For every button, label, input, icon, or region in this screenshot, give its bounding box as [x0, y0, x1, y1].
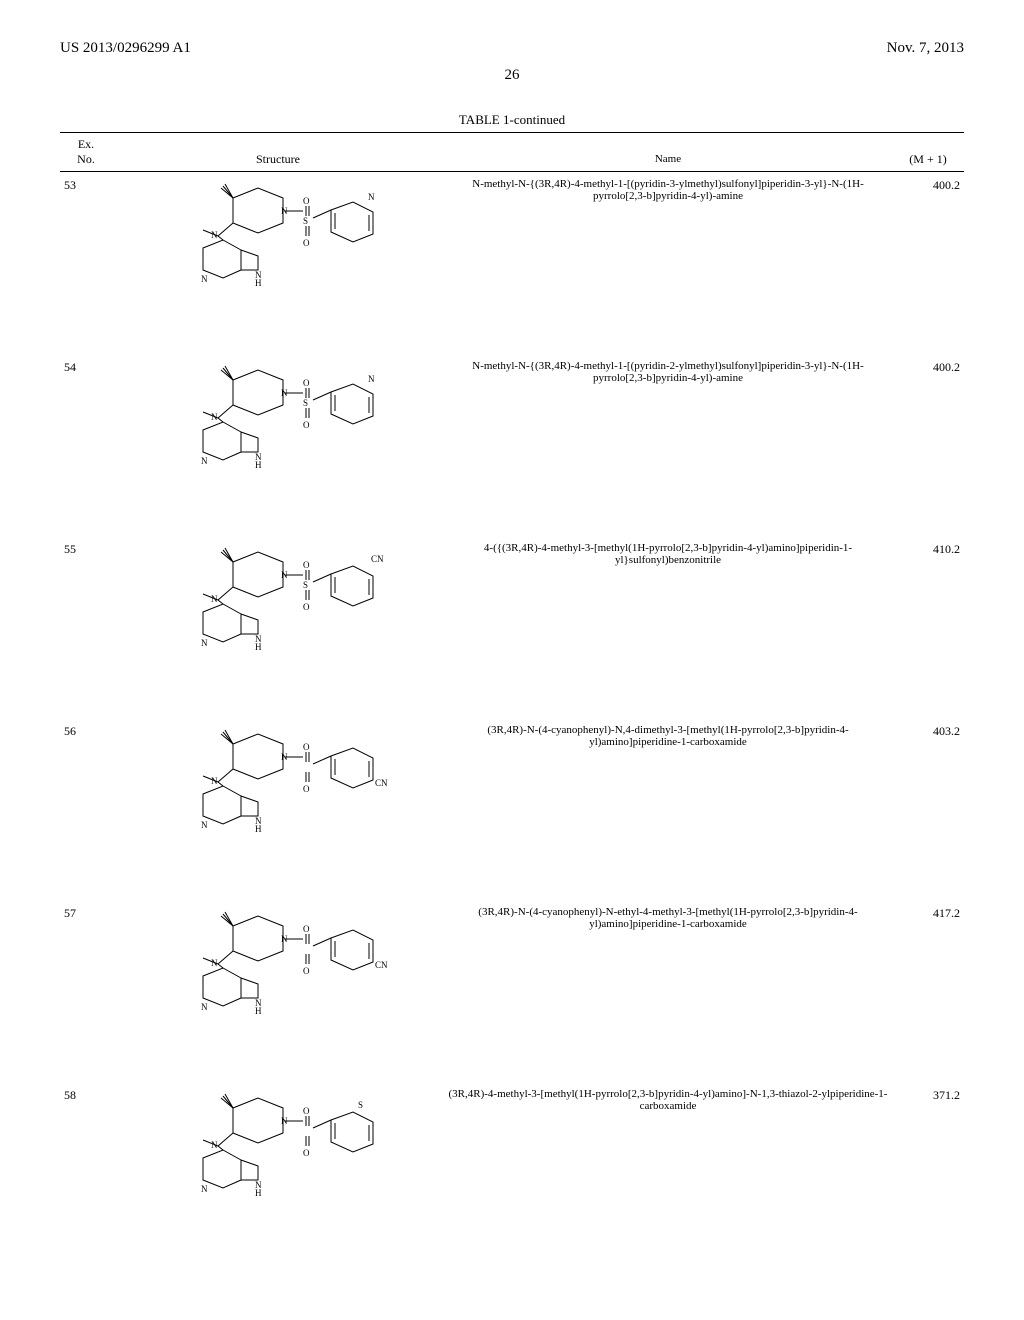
svg-text:O: O	[303, 924, 310, 934]
table-row: 54 N N N N H O S O N N-methyl-N-{(3R,4R)…	[60, 354, 964, 536]
svg-text:N: N	[201, 1002, 208, 1012]
structure-cell: N N N N H O S O CN	[112, 536, 444, 718]
svg-text:N: N	[201, 638, 208, 648]
ex-no: 53	[60, 172, 112, 355]
svg-text:H: H	[255, 1188, 262, 1198]
svg-text:N: N	[201, 456, 208, 466]
svg-text:O: O	[303, 602, 310, 612]
compound-name: (3R,4R)-N-(4-cyanophenyl)-N-ethyl-4-meth…	[444, 900, 892, 1082]
svg-text:CN: CN	[375, 960, 388, 970]
svg-text:N: N	[368, 192, 375, 202]
svg-text:H: H	[255, 824, 262, 834]
table-row: 56 N N N N H O O CN (3R,4R)-N-(4-cyanoph…	[60, 718, 964, 900]
svg-text:S: S	[303, 216, 308, 226]
svg-text:O: O	[303, 238, 310, 248]
compound-name: N-methyl-N-{(3R,4R)-4-methyl-1-[(pyridin…	[444, 354, 892, 536]
compound-name: (3R,4R)-4-methyl-3-[methyl(1H-pyrrolo[2,…	[444, 1082, 892, 1264]
compound-name: (3R,4R)-N-(4-cyanophenyl)-N,4-dimethyl-3…	[444, 718, 892, 900]
structure-cell: N N N N H O O S	[112, 1082, 444, 1264]
ex-no: 55	[60, 536, 112, 718]
svg-text:O: O	[303, 196, 310, 206]
doc-id: US 2013/0296299 A1	[60, 40, 191, 57]
ex-no: 54	[60, 354, 112, 536]
ex-no: 57	[60, 900, 112, 1082]
svg-text:N: N	[201, 274, 208, 284]
svg-text:H: H	[255, 278, 262, 288]
page-number: 26	[60, 67, 964, 84]
svg-text:S: S	[303, 580, 308, 590]
svg-text:H: H	[255, 642, 262, 652]
chemical-structure: N N N N H O S O N	[163, 360, 393, 515]
svg-text:CN: CN	[371, 554, 384, 564]
table-row: 58 N N N N H O O S (3R,4R)-4-methyl-3-[m…	[60, 1082, 964, 1264]
structure-cell: N N N N H O S O N	[112, 172, 444, 355]
doc-date: Nov. 7, 2013	[887, 40, 964, 57]
chemical-structure: N N N N H O S O N	[163, 178, 393, 333]
svg-text:S: S	[358, 1100, 363, 1110]
col-header-ex: Ex. No.	[60, 133, 112, 172]
svg-text:H: H	[255, 1006, 262, 1016]
svg-text:O: O	[303, 966, 310, 976]
svg-text:CN: CN	[375, 778, 388, 788]
structure-cell: N N N N H O S O N	[112, 354, 444, 536]
svg-text:O: O	[303, 378, 310, 388]
mass-value: 410.2	[892, 536, 964, 718]
svg-text:N: N	[368, 374, 375, 384]
structure-cell: N N N N H O O CN	[112, 718, 444, 900]
structure-cell: N N N N H O O CN	[112, 900, 444, 1082]
svg-text:S: S	[303, 398, 308, 408]
table-title: TABLE 1-continued	[60, 112, 964, 128]
chemical-structure: N N N N H O O S	[163, 1088, 393, 1243]
table-row: 55 N N N N H O S O CN 4-({(3R,4R)-4-meth…	[60, 536, 964, 718]
compound-name: 4-({(3R,4R)-4-methyl-3-[methyl(1H-pyrrol…	[444, 536, 892, 718]
ex-no: 56	[60, 718, 112, 900]
mass-value: 400.2	[892, 172, 964, 355]
col-header-structure: Structure	[112, 133, 444, 172]
svg-text:O: O	[303, 1106, 310, 1116]
svg-text:O: O	[303, 1148, 310, 1158]
chemical-structure: N N N N H O O CN	[163, 724, 393, 879]
ex-no: 58	[60, 1082, 112, 1264]
compound-name: N-methyl-N-{(3R,4R)-4-methyl-1-[(pyridin…	[444, 172, 892, 355]
svg-text:O: O	[303, 420, 310, 430]
table-row: 53 N N N N H O S O N N-methyl-N-{(3R,4R)…	[60, 172, 964, 355]
chemical-structure: N N N N H O O CN	[163, 906, 393, 1061]
chemical-structure: N N N N H O S O CN	[163, 542, 393, 697]
compound-table: Ex. No. Structure Name (M + 1) 53 N N N …	[60, 132, 964, 1264]
mass-value: 403.2	[892, 718, 964, 900]
svg-text:O: O	[303, 560, 310, 570]
svg-text:N: N	[201, 1184, 208, 1194]
col-header-name: Name	[444, 133, 892, 172]
svg-text:O: O	[303, 784, 310, 794]
table-row: 57 N N N N H O O CN (3R,4R)-N-(4-cyanoph…	[60, 900, 964, 1082]
svg-text:O: O	[303, 742, 310, 752]
mass-value: 400.2	[892, 354, 964, 536]
mass-value: 417.2	[892, 900, 964, 1082]
mass-value: 371.2	[892, 1082, 964, 1264]
svg-text:H: H	[255, 460, 262, 470]
col-header-mass: (M + 1)	[892, 133, 964, 172]
svg-text:N: N	[201, 820, 208, 830]
